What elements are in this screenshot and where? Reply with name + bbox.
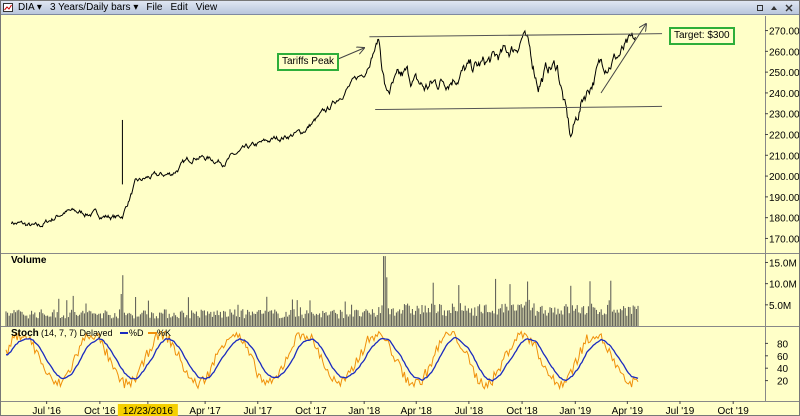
tariffs-peak-callout: Tariffs Peak bbox=[277, 53, 340, 71]
x-tick-label: Apr '17 bbox=[189, 406, 221, 416]
stoch-tick-label: 80 bbox=[777, 339, 789, 350]
target-callout: Target: $300 bbox=[669, 27, 735, 45]
target-arrow bbox=[600, 24, 646, 94]
highlighted-date-bg bbox=[117, 404, 178, 416]
volume-tick-label: 10.0M bbox=[769, 280, 797, 291]
stoch-tick-label: 20 bbox=[777, 377, 789, 388]
price-panel: 270.00 260.00 250.00 240.00 230.00 220.00 210.… bbox=[1, 16, 799, 402]
x-tick-label: Jul '16 bbox=[32, 406, 61, 416]
volume-tick-label: 15.0M bbox=[769, 258, 797, 269]
volume-panel: 15.0M 10.0M 5.0M bbox=[5, 256, 797, 326]
x-tick-label: Jul '18 bbox=[455, 406, 484, 416]
stoch-d-line bbox=[5, 336, 639, 382]
symbol-label: DIA bbox=[18, 1, 35, 13]
restore-icon[interactable] bbox=[755, 3, 765, 13]
period-label: 3 Years/Daily bars bbox=[49, 1, 131, 13]
volume-tick-label: 5.0M bbox=[769, 301, 791, 312]
close-icon[interactable] bbox=[784, 3, 794, 13]
x-axis: Jul '16 Oct '16 12/23/2016 Apr '17 Jul '17 Oc… bbox=[32, 401, 749, 416]
chart-area[interactable]: 270.00 260.00 250.00 240.00 230.00 220.00 210.… bbox=[1, 16, 799, 416]
x-tick-label: Jul '19 bbox=[666, 406, 695, 416]
stoch-label: Stoch bbox=[11, 328, 39, 339]
x-tick-label: Oct '18 bbox=[506, 406, 538, 416]
price-tick-label: 190.00 bbox=[769, 193, 799, 204]
x-tick-label: Apr '18 bbox=[401, 406, 433, 416]
price-tick-label: 260.00 bbox=[769, 47, 799, 58]
support-line bbox=[375, 105, 663, 111]
x-tick-label: Apr '19 bbox=[612, 406, 644, 416]
menu-edit[interactable]: Edit bbox=[170, 1, 188, 13]
price-tick-label: 170.00 bbox=[769, 234, 799, 245]
stoch-k-line bbox=[5, 330, 639, 391]
price-tick-label: 210.00 bbox=[769, 151, 799, 162]
price-tick-label: 230.00 bbox=[769, 110, 799, 121]
stoch-params: (14, 7, 7) Delayed bbox=[41, 328, 113, 338]
resistance-line bbox=[369, 33, 663, 38]
x-tick-label: Oct '19 bbox=[718, 406, 750, 416]
x-tick-label: Jan '19 bbox=[559, 406, 591, 416]
price-tick-label: 250.00 bbox=[769, 68, 799, 79]
x-tick-label: Oct '16 bbox=[84, 406, 116, 416]
stoch-legend-k: %K bbox=[157, 328, 171, 338]
x-tick-label: Jul '17 bbox=[243, 406, 272, 416]
period-dropdown[interactable]: 3 Years/Daily bars ▾ bbox=[49, 1, 139, 13]
volume-label: Volume bbox=[11, 255, 47, 266]
stoch-legend: %D %K bbox=[120, 328, 171, 338]
expand-icon[interactable] bbox=[769, 3, 779, 13]
price-tick-label: 200.00 bbox=[769, 172, 799, 183]
symbol-dropdown[interactable]: DIA ▾ bbox=[18, 1, 42, 13]
x-tick-label: 12/23/2016 bbox=[123, 406, 173, 416]
menu-file[interactable]: File bbox=[146, 1, 163, 13]
price-tick-label: 270.00 bbox=[769, 27, 799, 38]
x-tick-label: Oct '17 bbox=[295, 406, 327, 416]
stoch-tick-label: 40 bbox=[777, 364, 789, 375]
menu-view[interactable]: View bbox=[195, 1, 218, 13]
chart-toolbar: DIA ▾ 3 Years/Daily bars ▾ File Edit Vie… bbox=[1, 1, 799, 15]
price-tick-label: 240.00 bbox=[769, 89, 799, 100]
price-line bbox=[10, 29, 636, 228]
stoch-tick-label: 60 bbox=[777, 352, 789, 363]
stoch-legend-d: %D bbox=[129, 328, 144, 338]
price-tick-label: 220.00 bbox=[769, 131, 799, 142]
chart-window-icon bbox=[3, 3, 13, 12]
price-tick-label: 180.00 bbox=[769, 214, 799, 225]
x-tick-label: Jan '18 bbox=[348, 406, 380, 416]
